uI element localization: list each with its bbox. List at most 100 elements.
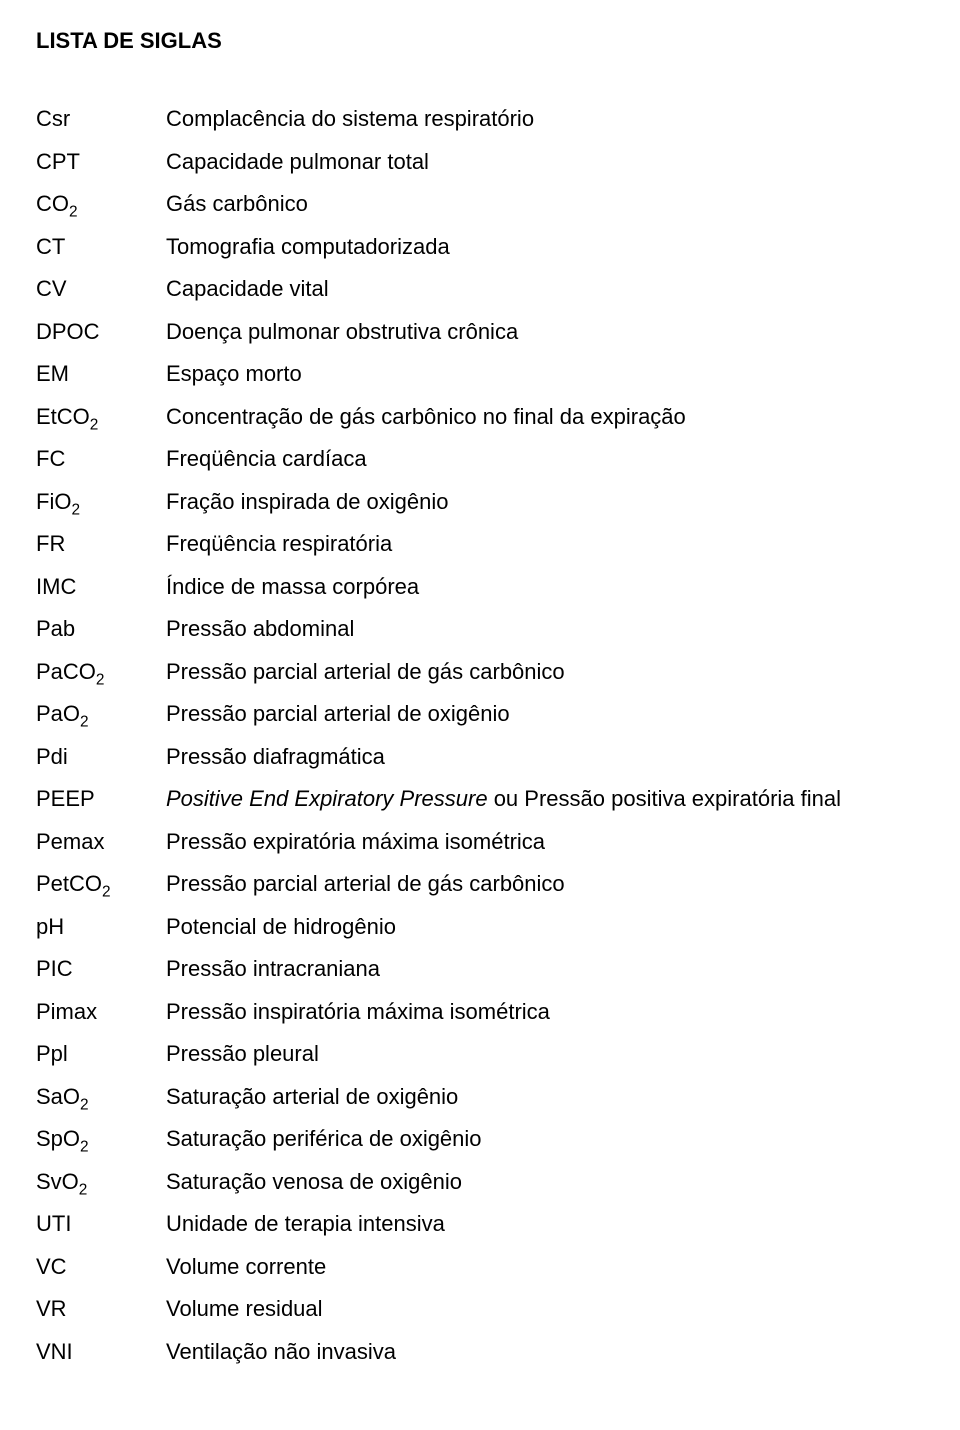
abbreviation-definition: Pressão expiratória máxima isométrica: [166, 831, 920, 853]
abbreviation-term: Pab: [36, 618, 166, 640]
abbreviation-row: PdiPressão diafragmática: [36, 746, 920, 768]
abbreviation-row: PplPressão pleural: [36, 1043, 920, 1065]
abbreviation-definition: Capacidade pulmonar total: [166, 151, 920, 173]
abbreviation-row: VCVolume corrente: [36, 1256, 920, 1278]
document-page: LISTA DE SIGLAS CsrComplacência do siste…: [0, 0, 960, 1423]
abbreviation-row: PetCO2Pressão parcial arterial de gás ca…: [36, 873, 920, 895]
abbreviation-definition: Saturação periférica de oxigênio: [166, 1128, 920, 1150]
abbreviation-definition: Volume corrente: [166, 1256, 920, 1278]
abbreviation-definition: Saturação arterial de oxigênio: [166, 1086, 920, 1108]
abbreviation-term: PaCO2: [36, 661, 166, 683]
abbreviation-definition: Saturação venosa de oxigênio: [166, 1171, 920, 1193]
abbreviation-term: CT: [36, 236, 166, 258]
abbreviation-list: CsrComplacência do sistema respiratórioC…: [36, 108, 920, 1363]
abbreviation-subscript: 2: [80, 1138, 89, 1155]
abbreviation-term: UTI: [36, 1213, 166, 1235]
abbreviation-row: CPTCapacidade pulmonar total: [36, 151, 920, 173]
abbreviation-term: PIC: [36, 958, 166, 980]
abbreviation-definition: Complacência do sistema respiratório: [166, 108, 920, 130]
abbreviation-row: PabPressão abdominal: [36, 618, 920, 640]
abbreviation-row: PimaxPressão inspiratória máxima isométr…: [36, 1001, 920, 1023]
abbreviation-row: VNIVentilação não invasiva: [36, 1341, 920, 1363]
abbreviation-definition: Pressão parcial arterial de gás carbônic…: [166, 661, 920, 683]
abbreviation-subscript: 2: [69, 203, 78, 220]
abbreviation-term: Csr: [36, 108, 166, 130]
abbreviation-subscript: 2: [96, 671, 105, 688]
abbreviation-row: PEEPPositive End Expiratory Pressure ou …: [36, 788, 920, 810]
abbreviation-definition: Concentração de gás carbônico no final d…: [166, 406, 920, 428]
abbreviation-row: CVCapacidade vital: [36, 278, 920, 300]
abbreviation-term: PEEP: [36, 788, 166, 810]
abbreviation-term: SpO2: [36, 1128, 166, 1150]
abbreviation-definition: Ventilação não invasiva: [166, 1341, 920, 1363]
abbreviation-row: FiO2Fração inspirada de oxigênio: [36, 491, 920, 513]
abbreviation-row: SpO2Saturação periférica de oxigênio: [36, 1128, 920, 1150]
abbreviation-row: EtCO2Concentração de gás carbônico no fi…: [36, 406, 920, 428]
abbreviation-term: Pdi: [36, 746, 166, 768]
abbreviation-row: PICPressão intracraniana: [36, 958, 920, 980]
abbreviation-term: FC: [36, 448, 166, 470]
abbreviation-definition: Pressão abdominal: [166, 618, 920, 640]
abbreviation-row: CTTomografia computadorizada: [36, 236, 920, 258]
abbreviation-row: CO2Gás carbônico: [36, 193, 920, 215]
abbreviation-row: PaCO2Pressão parcial arterial de gás car…: [36, 661, 920, 683]
abbreviation-term: IMC: [36, 576, 166, 598]
abbreviation-definition: Índice de massa corpórea: [166, 576, 920, 598]
abbreviation-row: IMCÍndice de massa corpórea: [36, 576, 920, 598]
abbreviation-term: CO2: [36, 193, 166, 215]
abbreviation-row: CsrComplacência do sistema respiratório: [36, 108, 920, 130]
definition-italic: Positive End Expiratory Pressure: [166, 786, 488, 811]
abbreviation-term: Pemax: [36, 831, 166, 853]
abbreviation-term: pH: [36, 916, 166, 938]
abbreviation-row: FRFreqüência respiratória: [36, 533, 920, 555]
abbreviation-row: UTIUnidade de terapia intensiva: [36, 1213, 920, 1235]
abbreviation-subscript: 2: [80, 1096, 89, 1113]
abbreviation-row: EMEspaço morto: [36, 363, 920, 385]
abbreviation-subscript: 2: [102, 883, 111, 900]
abbreviation-subscript: 2: [90, 416, 99, 433]
abbreviation-definition: Doença pulmonar obstrutiva crônica: [166, 321, 920, 343]
abbreviation-definition: Fração inspirada de oxigênio: [166, 491, 920, 513]
abbreviation-row: FCFreqüência cardíaca: [36, 448, 920, 470]
abbreviation-definition: Potencial de hidrogênio: [166, 916, 920, 938]
abbreviation-subscript: 2: [80, 713, 89, 730]
abbreviation-row: SaO2Saturação arterial de oxigênio: [36, 1086, 920, 1108]
abbreviation-definition: Pressão inspiratória máxima isométrica: [166, 1001, 920, 1023]
abbreviation-term: SvO2: [36, 1171, 166, 1193]
abbreviation-term: FR: [36, 533, 166, 555]
abbreviation-term: FiO2: [36, 491, 166, 513]
abbreviation-term: VC: [36, 1256, 166, 1278]
abbreviation-term: VNI: [36, 1341, 166, 1363]
abbreviation-definition: Positive End Expiratory Pressure ou Pres…: [166, 788, 920, 810]
abbreviation-definition: Unidade de terapia intensiva: [166, 1213, 920, 1235]
abbreviation-term: CPT: [36, 151, 166, 173]
abbreviation-row: VRVolume residual: [36, 1298, 920, 1320]
abbreviation-definition: Pressão parcial arterial de gás carbônic…: [166, 873, 920, 895]
abbreviation-subscript: 2: [79, 1181, 88, 1198]
abbreviation-definition: Freqüência respiratória: [166, 533, 920, 555]
abbreviation-term: EtCO2: [36, 406, 166, 428]
definition-rest: ou Pressão positiva expiratória final: [488, 786, 841, 811]
abbreviation-row: PemaxPressão expiratória máxima isométri…: [36, 831, 920, 853]
abbreviation-definition: Pressão intracraniana: [166, 958, 920, 980]
abbreviation-row: pHPotencial de hidrogênio: [36, 916, 920, 938]
abbreviation-term: Ppl: [36, 1043, 166, 1065]
abbreviation-term: PaO2: [36, 703, 166, 725]
abbreviation-term: PetCO2: [36, 873, 166, 895]
abbreviation-term: VR: [36, 1298, 166, 1320]
abbreviation-term: Pimax: [36, 1001, 166, 1023]
abbreviation-definition: Pressão parcial arterial de oxigênio: [166, 703, 920, 725]
abbreviation-row: DPOCDoença pulmonar obstrutiva crônica: [36, 321, 920, 343]
abbreviation-definition: Espaço morto: [166, 363, 920, 385]
abbreviation-term: CV: [36, 278, 166, 300]
abbreviation-definition: Gás carbônico: [166, 193, 920, 215]
abbreviation-row: PaO2Pressão parcial arterial de oxigênio: [36, 703, 920, 725]
abbreviation-definition: Pressão diafragmática: [166, 746, 920, 768]
abbreviation-term: SaO2: [36, 1086, 166, 1108]
abbreviation-definition: Volume residual: [166, 1298, 920, 1320]
abbreviation-definition: Capacidade vital: [166, 278, 920, 300]
abbreviation-definition: Freqüência cardíaca: [166, 448, 920, 470]
abbreviation-subscript: 2: [71, 501, 80, 518]
abbreviation-definition: Pressão pleural: [166, 1043, 920, 1065]
page-title: LISTA DE SIGLAS: [36, 28, 920, 54]
